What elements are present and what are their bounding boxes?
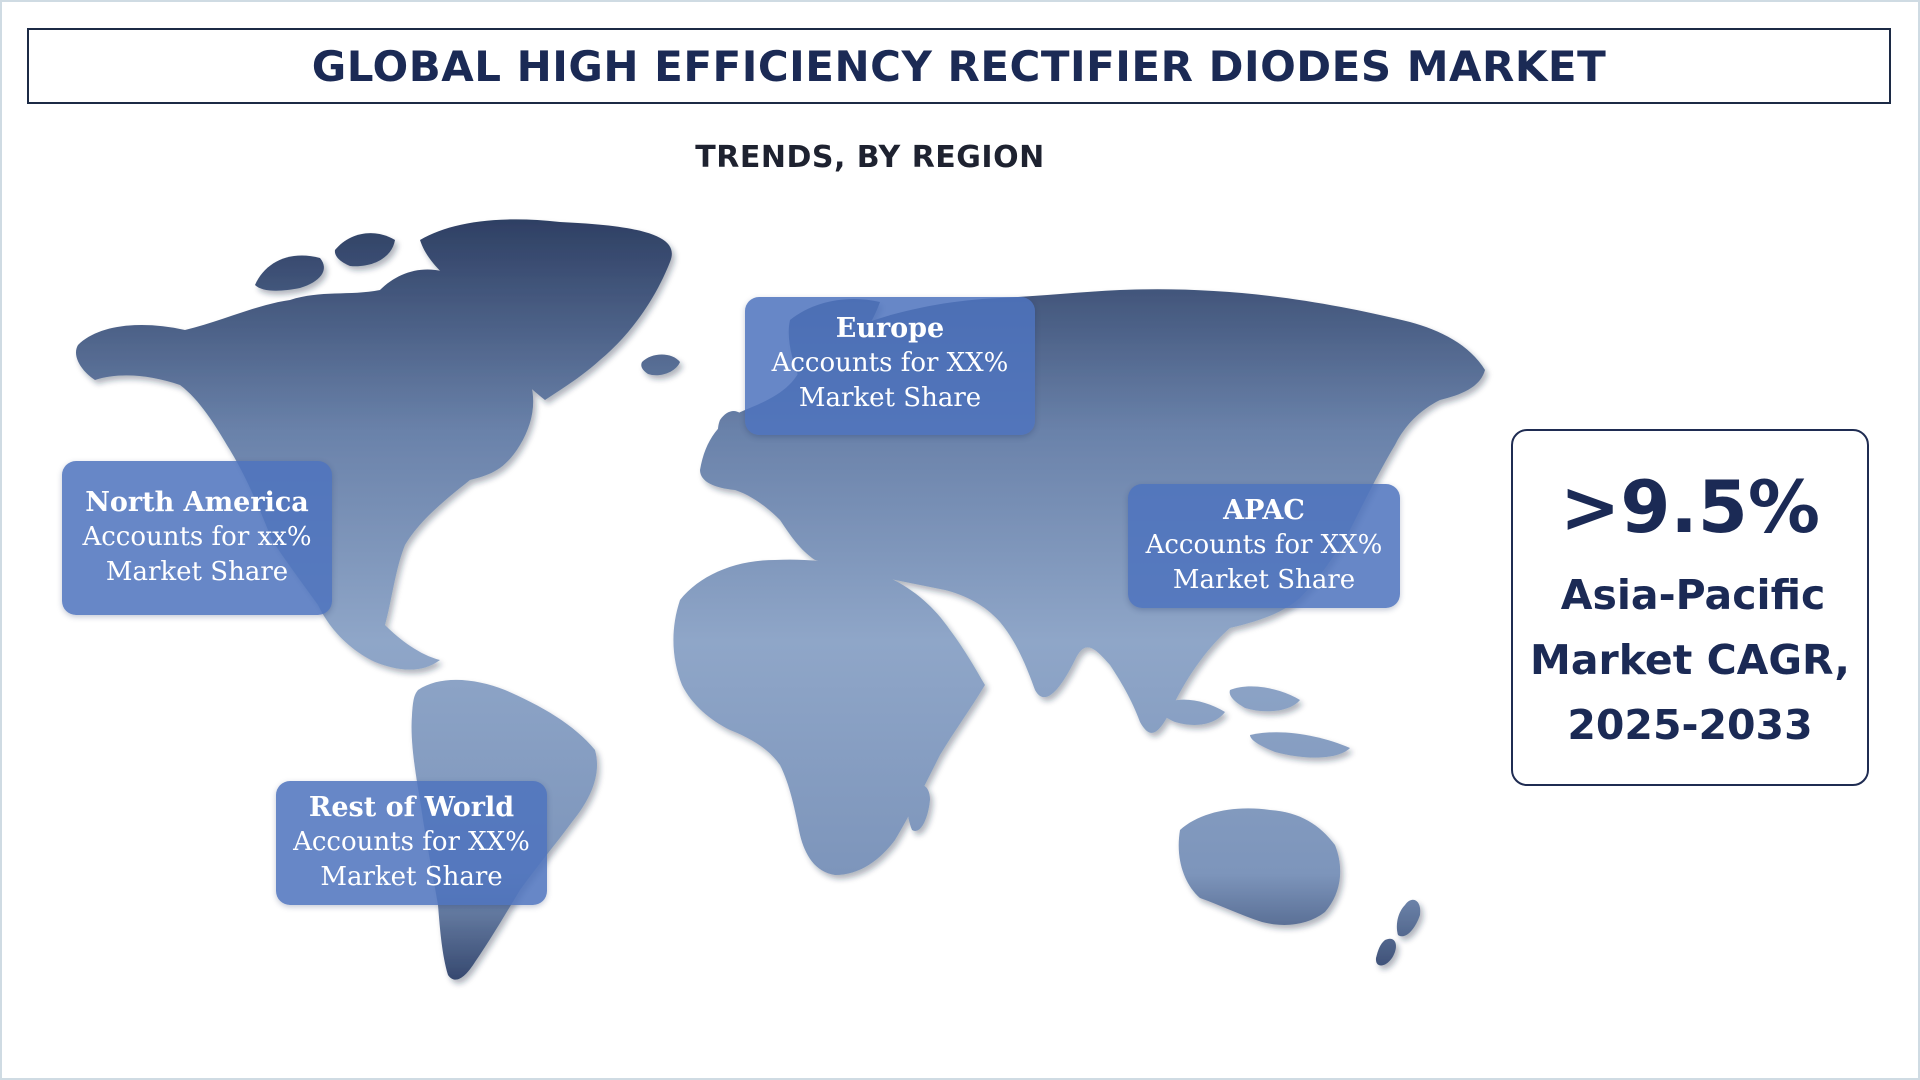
region-share-north-america: Accounts for xx% [82, 522, 312, 552]
page-subtitle: TRENDS, BY REGION [695, 140, 1045, 175]
region-name-rest-of-world: Rest of World [308, 792, 515, 823]
sea-islands-land [1229, 686, 1300, 712]
sea-islands-land [1250, 732, 1350, 758]
australia-land [1178, 808, 1341, 925]
greenland-land [420, 219, 672, 400]
iceland-land [641, 354, 680, 376]
sea-islands-land [1159, 699, 1225, 725]
title-box: GLOBAL HIGH EFFICIENCY RECTIFIER DIODES … [27, 28, 1891, 104]
page-title: GLOBAL HIGH EFFICIENCY RECTIFIER DIODES … [311, 41, 1607, 91]
callout-europe: Europe Accounts for XX% Market Share [745, 297, 1035, 435]
cagr-region-label: Asia-Pacific [1560, 571, 1826, 619]
region-share-label-rest-of-world: Market Share [320, 862, 503, 892]
japan-land [1335, 414, 1363, 470]
uk-land [717, 411, 745, 448]
new-zealand-land [1396, 899, 1421, 937]
cagr-value: >9.5% [1559, 465, 1820, 549]
callout-rest-of-world: Rest of World Accounts for XX% Market Sh… [276, 781, 547, 905]
region-share-apac: Accounts for XX% [1145, 530, 1383, 560]
region-name-apac: APAC [1223, 495, 1305, 526]
region-share-label-apac: Market Share [1172, 565, 1356, 595]
region-share-label-north-america: Market Share [105, 557, 289, 587]
callout-apac: APAC Accounts for XX% Market Share [1128, 484, 1400, 608]
new-zealand-land [1375, 938, 1396, 966]
region-share-europe: Accounts for XX% [771, 348, 1009, 378]
madagascar-land [907, 784, 930, 831]
region-share-rest-of-world: Accounts for XX% [293, 827, 530, 857]
region-name-europe: Europe [835, 313, 945, 344]
region-share-label-europe: Market Share [798, 383, 982, 413]
arctic-islands-land [255, 255, 324, 291]
cagr-metric-label: Market CAGR, [1530, 636, 1850, 684]
region-name-north-america: North America [85, 487, 309, 518]
arctic-islands-land [334, 233, 395, 267]
cagr-box: >9.5% Asia-Pacific Market CAGR, 2025-203… [1511, 429, 1869, 786]
africa-land [673, 559, 985, 875]
cagr-period-label: 2025-2033 [1567, 701, 1813, 749]
callout-north-america: North America Accounts for xx% Market Sh… [62, 461, 332, 615]
